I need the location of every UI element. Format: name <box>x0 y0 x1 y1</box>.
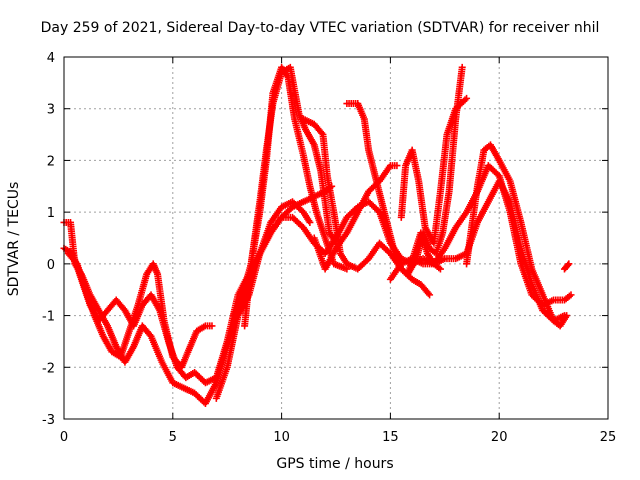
y-tick-label: 1 <box>47 206 55 221</box>
x-axis-label: GPS time / hours <box>276 456 394 472</box>
data-point <box>463 94 471 102</box>
data-point <box>426 291 434 299</box>
data-point <box>564 261 572 269</box>
data-point <box>318 129 326 137</box>
series-7 <box>299 115 434 299</box>
data-point <box>424 289 432 297</box>
x-tick-label: 20 <box>491 430 508 445</box>
data-point <box>563 312 571 320</box>
series-13 <box>463 141 571 330</box>
x-tick-label: 0 <box>60 430 68 445</box>
data-point <box>436 265 444 273</box>
series-12 <box>386 177 568 325</box>
series-3 <box>64 250 216 371</box>
data-point <box>393 162 401 170</box>
x-tick-label: 15 <box>382 430 399 445</box>
y-tick-label: -1 <box>42 310 55 325</box>
x-tick-label: 25 <box>600 430 617 445</box>
x-tick-label: 5 <box>169 430 177 445</box>
data-point <box>567 291 575 299</box>
data-points <box>60 63 575 407</box>
chart-title: Day 259 of 2021, Sidereal Day-to-day VTE… <box>40 20 600 36</box>
plot-frame <box>63 56 609 420</box>
series-11 <box>397 94 471 247</box>
data-point <box>565 260 573 268</box>
y-tick-label: -2 <box>42 361 55 376</box>
series-14 <box>560 260 573 273</box>
series-6 <box>241 63 340 330</box>
x-tick-label: 10 <box>273 430 290 445</box>
y-tick-label: 2 <box>47 154 55 169</box>
y-tick-label: 4 <box>47 51 55 66</box>
series-10 <box>404 63 466 278</box>
data-point <box>306 218 314 226</box>
y-axis-label: SDTVAR / TECUs <box>6 181 22 297</box>
y-tick-label: 3 <box>47 103 55 118</box>
data-point <box>208 322 216 330</box>
axis-ticks: 0 5 10 15 20 25 -3 -2 -1 0 1 2 3 4 <box>42 51 616 445</box>
y-tick-label: 0 <box>47 258 55 273</box>
y-tick-label: -3 <box>42 413 55 428</box>
data-point <box>458 63 466 71</box>
series-4 <box>212 162 575 402</box>
